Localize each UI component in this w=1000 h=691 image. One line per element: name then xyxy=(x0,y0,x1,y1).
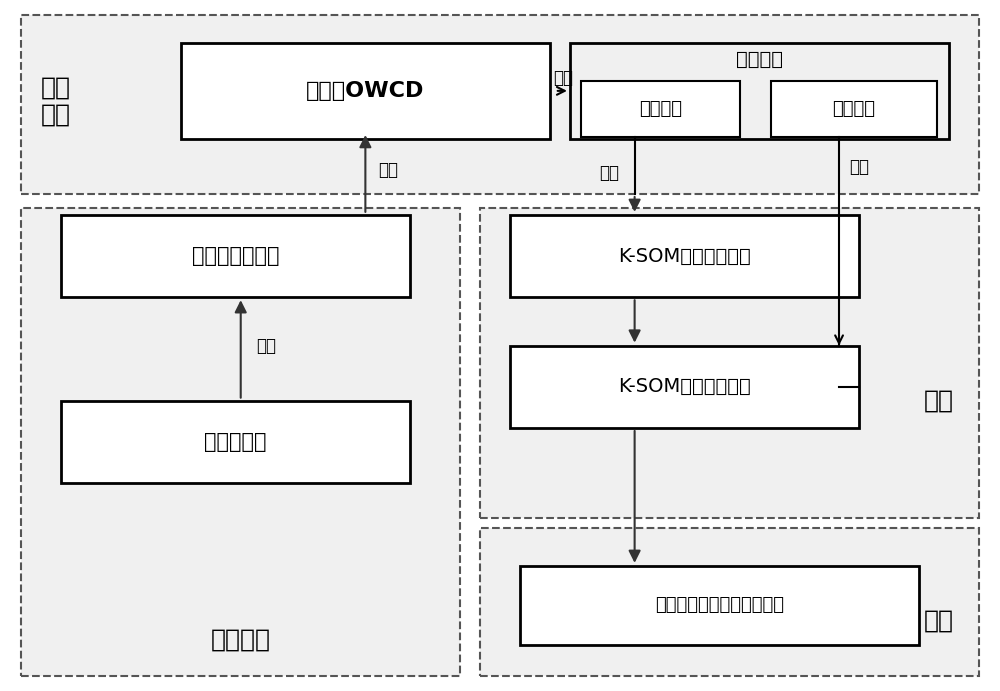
Text: 检测样本: 检测样本 xyxy=(833,100,876,118)
FancyBboxPatch shape xyxy=(510,346,859,428)
Text: 对相应类型通信流进行处理: 对相应类型通信流进行处理 xyxy=(655,596,784,614)
Text: 训练样本: 训练样本 xyxy=(639,100,682,118)
Text: 训练: 训练 xyxy=(600,164,620,182)
FancyBboxPatch shape xyxy=(480,208,979,518)
Text: 处理: 处理 xyxy=(924,609,954,633)
Text: 分析: 分析 xyxy=(553,69,573,88)
FancyBboxPatch shape xyxy=(570,43,949,139)
FancyBboxPatch shape xyxy=(771,82,937,137)
FancyBboxPatch shape xyxy=(510,215,859,297)
Text: 特征
分析: 特征 分析 xyxy=(41,75,71,127)
FancyBboxPatch shape xyxy=(581,82,740,137)
Text: 熵值，OWCD: 熵值，OWCD xyxy=(306,81,425,101)
Text: 提取的特征属性: 提取的特征属性 xyxy=(192,246,279,266)
Text: 通信流特征: 通信流特征 xyxy=(204,432,267,452)
Text: K-SOM神经网络训练: K-SOM神经网络训练 xyxy=(618,247,751,265)
FancyBboxPatch shape xyxy=(61,215,410,297)
Text: 提取: 提取 xyxy=(378,161,398,179)
FancyBboxPatch shape xyxy=(61,401,410,483)
Text: 提取: 提取 xyxy=(256,337,276,354)
FancyBboxPatch shape xyxy=(480,528,979,676)
FancyBboxPatch shape xyxy=(66,218,405,294)
FancyBboxPatch shape xyxy=(186,46,545,135)
FancyBboxPatch shape xyxy=(520,566,919,645)
Text: 特征提取: 特征提取 xyxy=(211,627,271,652)
Text: K-SOM神经网络检测: K-SOM神经网络检测 xyxy=(618,377,751,397)
Text: 特征元组: 特征元组 xyxy=(736,50,783,69)
FancyBboxPatch shape xyxy=(21,15,979,194)
FancyBboxPatch shape xyxy=(66,404,405,480)
Text: 分类: 分类 xyxy=(924,388,954,413)
FancyBboxPatch shape xyxy=(181,43,550,139)
FancyBboxPatch shape xyxy=(21,208,460,676)
FancyBboxPatch shape xyxy=(575,46,944,135)
Text: 检测: 检测 xyxy=(849,158,869,176)
